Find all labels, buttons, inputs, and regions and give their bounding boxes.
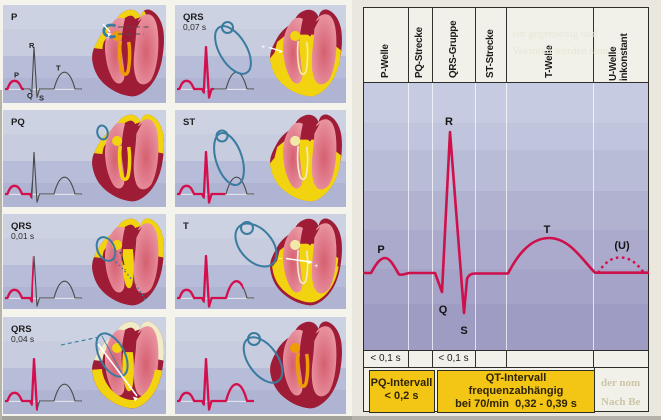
svg-text:T: T bbox=[183, 221, 189, 232]
svg-text:QRS: QRS bbox=[183, 12, 204, 23]
svg-text:P: P bbox=[14, 71, 19, 80]
svg-text:T: T bbox=[56, 64, 61, 73]
svg-text:+: + bbox=[261, 42, 266, 51]
svg-text:0,04 s: 0,04 s bbox=[11, 334, 34, 344]
svg-text:ST: ST bbox=[183, 117, 195, 128]
svg-text:PQ: PQ bbox=[11, 117, 25, 128]
svg-text:+: + bbox=[106, 35, 110, 42]
svg-text:S: S bbox=[39, 94, 44, 103]
svg-text:QRS: QRS bbox=[11, 221, 32, 232]
svg-text:R: R bbox=[445, 116, 453, 128]
svg-text:P: P bbox=[11, 12, 18, 23]
svg-text:QRS: QRS bbox=[11, 324, 32, 335]
svg-text:-: - bbox=[124, 267, 126, 273]
svg-text:0,07 s: 0,07 s bbox=[183, 22, 206, 32]
svg-text:P: P bbox=[377, 244, 384, 256]
svg-text:(U): (U) bbox=[614, 240, 630, 252]
svg-text:S: S bbox=[460, 325, 467, 337]
svg-text:−: − bbox=[278, 254, 283, 263]
svg-text:Q: Q bbox=[27, 91, 33, 100]
svg-text:T: T bbox=[544, 224, 551, 236]
svg-text:+: + bbox=[314, 261, 319, 270]
svg-text:0,01 s: 0,01 s bbox=[11, 231, 34, 241]
svg-text:+: + bbox=[119, 251, 123, 257]
svg-text:R: R bbox=[29, 41, 35, 50]
svg-text:Q: Q bbox=[439, 304, 448, 316]
